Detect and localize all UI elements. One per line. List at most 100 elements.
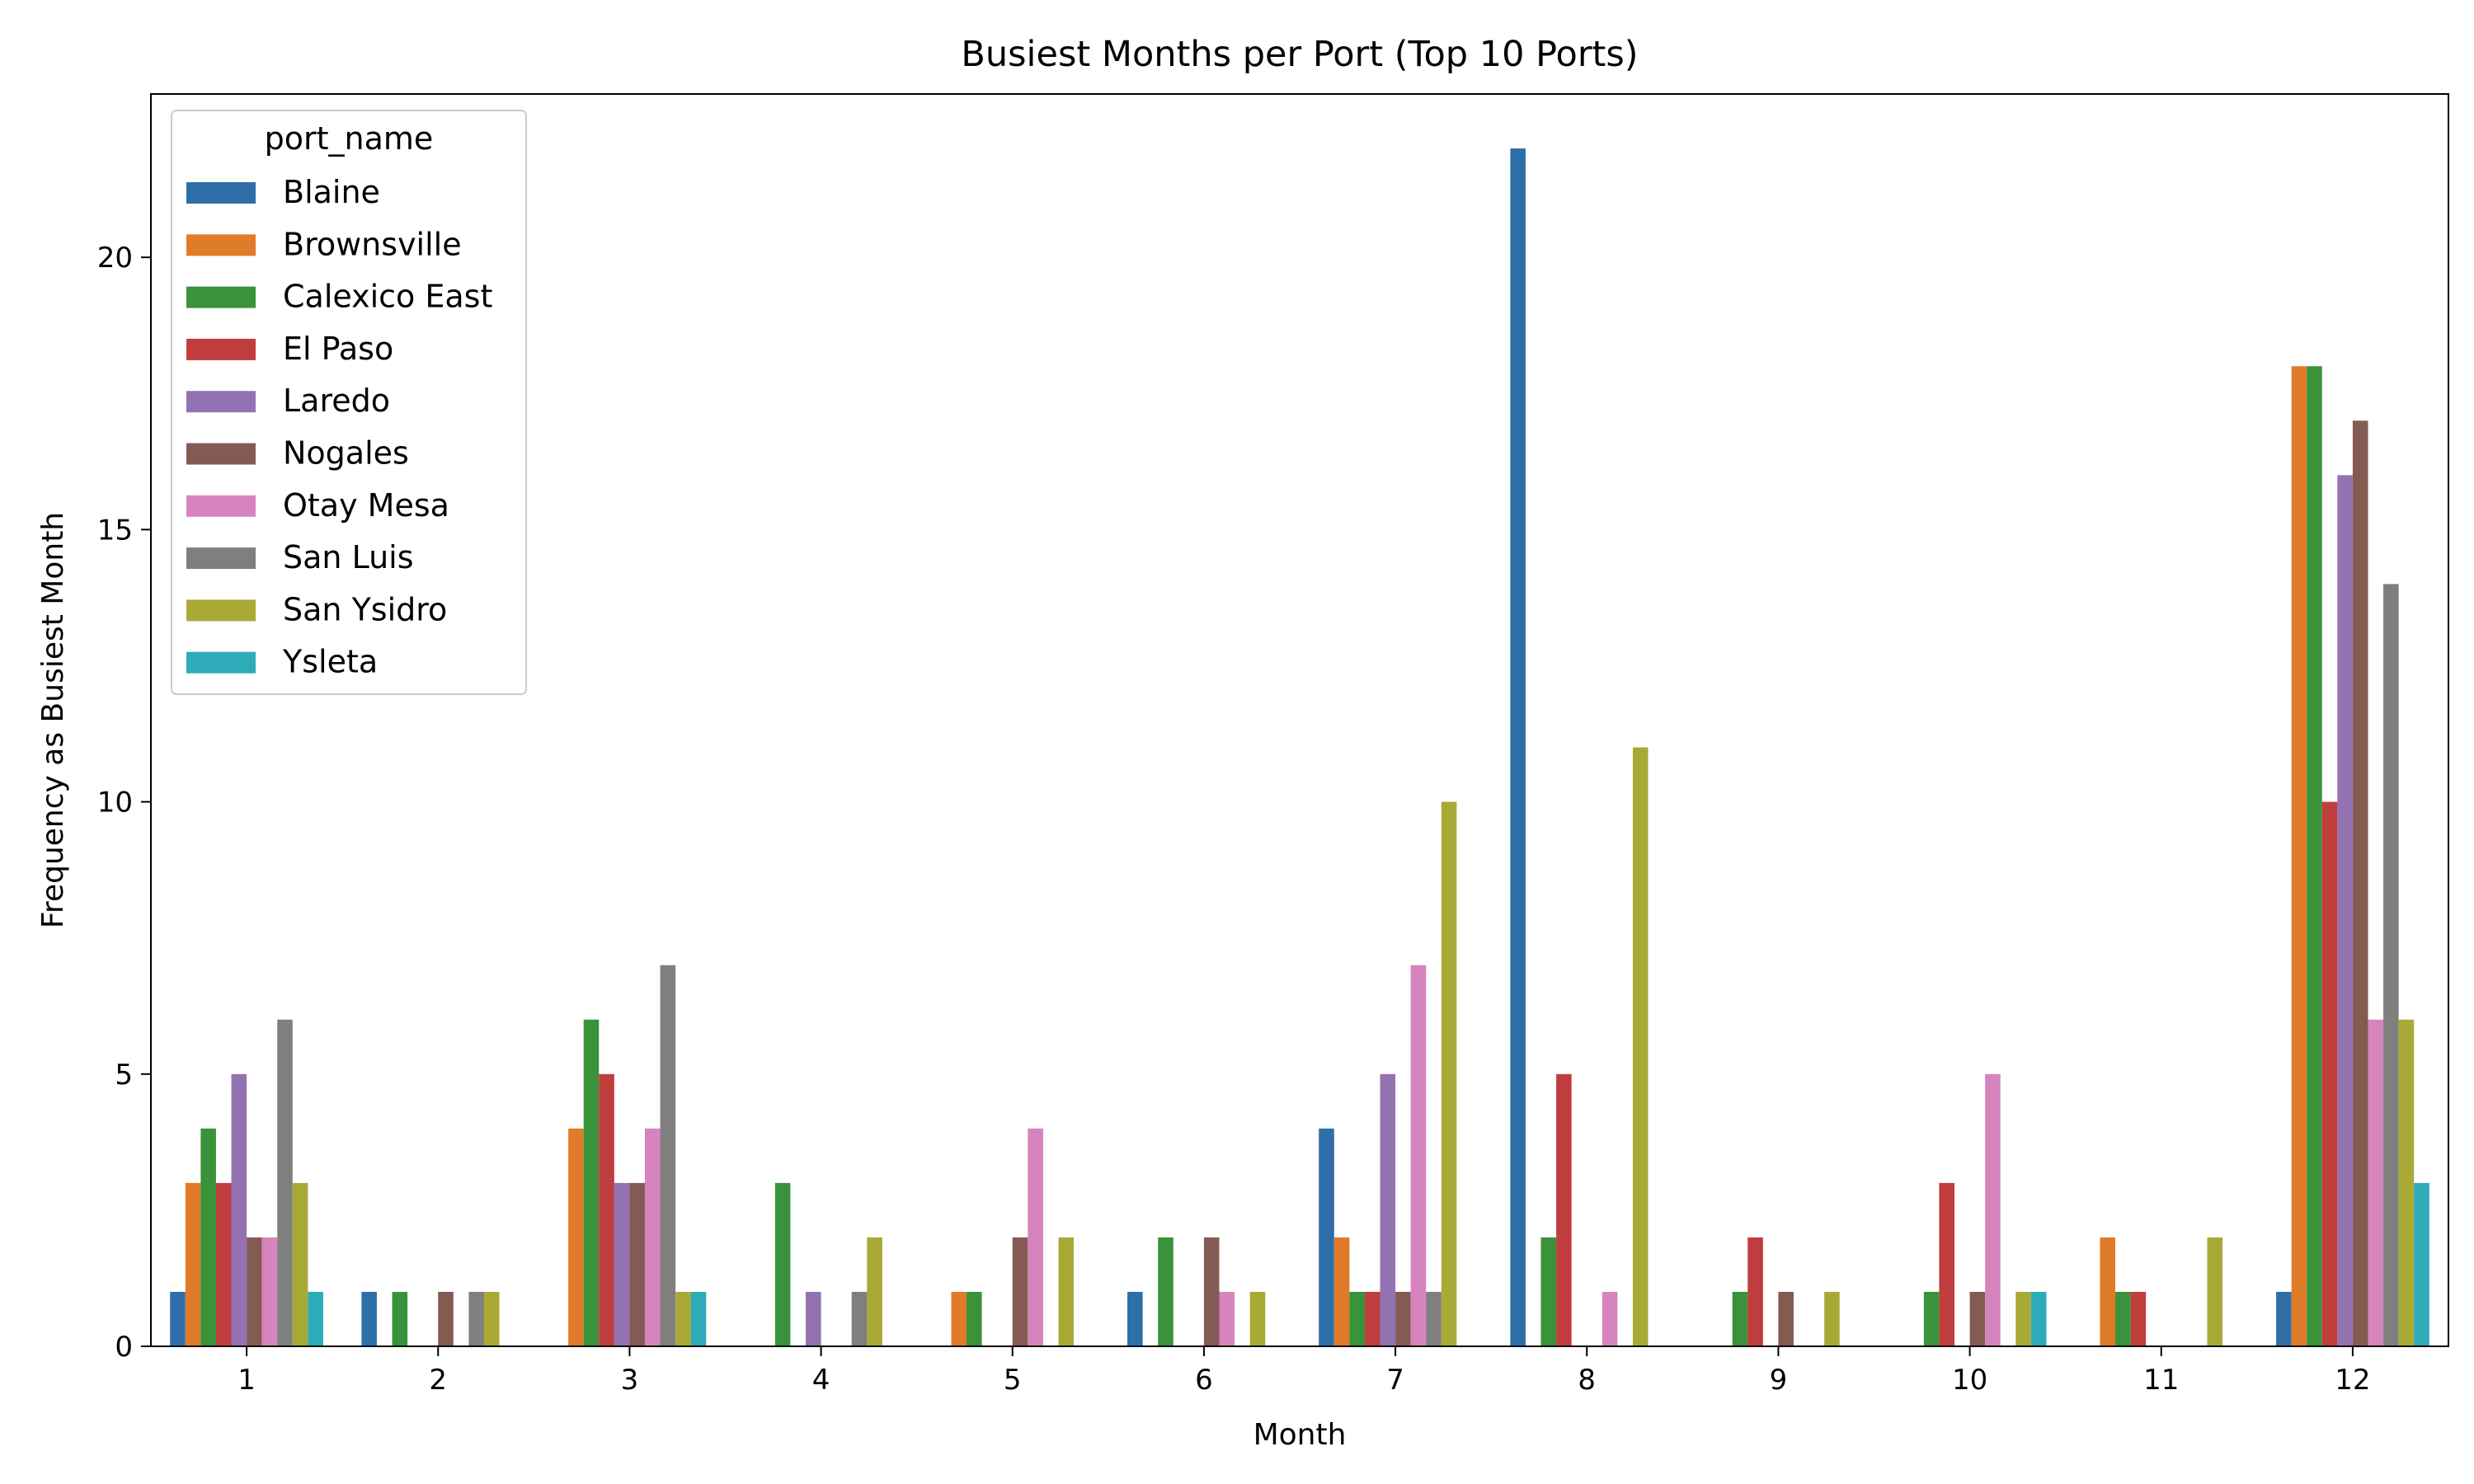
bar-brownsville-month-11 xyxy=(2100,1237,2116,1346)
bar-calexico-east-month-2 xyxy=(392,1291,408,1346)
bar-nogales-month-2 xyxy=(438,1291,454,1346)
bar-san-ysidro-month-4 xyxy=(867,1237,882,1346)
bar-calexico-east-month-5 xyxy=(967,1291,982,1346)
bar-ysleta-month-12 xyxy=(2414,1182,2429,1346)
bar-san-ysidro-month-1 xyxy=(292,1182,308,1346)
bar-el-paso-month-7 xyxy=(1364,1291,1380,1346)
bar-san-ysidro-month-5 xyxy=(1058,1237,1075,1346)
bar-calexico-east-month-8 xyxy=(1540,1237,1557,1346)
bar-blaine-month-2 xyxy=(361,1291,377,1346)
bar-san-luis-month-1 xyxy=(277,1019,293,1346)
bar-blaine-month-7 xyxy=(1319,1128,1334,1346)
bar-group xyxy=(170,148,2429,1347)
bar-san-luis-month-7 xyxy=(1426,1291,1442,1346)
bar-nogales-month-12 xyxy=(2352,420,2368,1346)
bar-calexico-east-month-6 xyxy=(1158,1237,1174,1346)
plot-frame xyxy=(150,93,2449,1347)
bar-ysleta-month-3 xyxy=(690,1291,707,1346)
bar-nogales-month-6 xyxy=(1203,1237,1220,1346)
x-tick-label: 5 xyxy=(1004,1364,1022,1397)
bar-brownsville-month-12 xyxy=(2291,366,2307,1346)
y-axis-label: Frequency as Busiest Month xyxy=(36,512,70,928)
bar-nogales-month-5 xyxy=(1012,1237,1028,1346)
bar-san-ysidro-month-9 xyxy=(1824,1291,1840,1346)
bar-otay-mesa-month-6 xyxy=(1219,1291,1235,1346)
x-tick-label: 6 xyxy=(1195,1364,1213,1397)
y-tick-label: 5 xyxy=(115,1059,133,1092)
x-tick-label: 12 xyxy=(2335,1364,2370,1397)
bar-laredo-month-3 xyxy=(614,1182,630,1346)
x-tick-label: 4 xyxy=(812,1364,830,1397)
legend-label-san-ysidro: San Ysidro xyxy=(283,591,447,627)
bar-ysleta-month-10 xyxy=(2030,1291,2047,1346)
legend-label-otay-mesa: Otay Mesa xyxy=(283,487,449,524)
legend-swatch-san-ysidro xyxy=(186,599,256,622)
legend-swatch-laredo xyxy=(186,391,256,413)
bar-el-paso-month-12 xyxy=(2321,801,2338,1346)
bar-blaine-month-1 xyxy=(170,1291,186,1346)
bar-el-paso-month-1 xyxy=(215,1182,232,1346)
bar-san-ysidro-month-2 xyxy=(483,1291,500,1346)
bar-otay-mesa-month-3 xyxy=(644,1128,661,1346)
bar-nogales-month-7 xyxy=(1395,1291,1411,1346)
legend-swatch-el-paso xyxy=(186,338,256,360)
bar-otay-mesa-month-7 xyxy=(1410,965,1427,1346)
bar-calexico-east-month-12 xyxy=(2307,366,2322,1346)
bar-otay-mesa-month-1 xyxy=(261,1237,278,1346)
legend-label-laredo: Laredo xyxy=(283,383,390,419)
bar-san-luis-month-2 xyxy=(468,1291,484,1346)
bar-san-ysidro-month-3 xyxy=(675,1291,691,1346)
bar-otay-mesa-month-8 xyxy=(1602,1291,1618,1346)
y-axis-ticks: 0 5 10 15 20 xyxy=(97,242,151,1364)
x-tick-label: 8 xyxy=(1578,1364,1596,1397)
bar-san-ysidro-month-6 xyxy=(1249,1291,1266,1346)
bar-el-paso-month-8 xyxy=(1556,1073,1572,1346)
bar-san-luis-month-3 xyxy=(660,965,676,1346)
legend-swatch-nogales xyxy=(186,443,256,465)
bar-laredo-month-4 xyxy=(806,1291,821,1346)
bar-el-paso-month-9 xyxy=(1747,1237,1763,1346)
bar-otay-mesa-month-10 xyxy=(1985,1073,2001,1346)
legend-swatch-calexico-east xyxy=(186,286,256,308)
legend-label-ysleta: Ysleta xyxy=(282,644,378,680)
bar-san-luis-month-4 xyxy=(851,1291,868,1346)
legend-swatch-blaine xyxy=(186,182,256,204)
bar-calexico-east-month-3 xyxy=(583,1019,600,1346)
bar-otay-mesa-month-12 xyxy=(2368,1019,2384,1346)
bar-nogales-month-3 xyxy=(629,1182,645,1346)
bar-el-paso-month-11 xyxy=(2130,1291,2147,1346)
bar-san-ysidro-month-10 xyxy=(2015,1291,2031,1346)
bar-san-ysidro-month-12 xyxy=(2398,1019,2415,1346)
legend-label-calexico-east: Calexico East xyxy=(283,279,492,315)
bar-blaine-month-8 xyxy=(1510,148,1526,1347)
y-tick-label: 10 xyxy=(97,787,133,819)
legend-label-brownsville: Brownsville xyxy=(283,226,462,262)
bar-laredo-month-1 xyxy=(231,1073,247,1346)
bar-san-ysidro-month-11 xyxy=(2207,1237,2223,1346)
legend-box xyxy=(171,110,527,695)
bar-ysleta-month-1 xyxy=(308,1291,323,1346)
x-tick-label: 2 xyxy=(429,1364,447,1397)
bar-brownsville-month-5 xyxy=(951,1291,967,1346)
bar-el-paso-month-3 xyxy=(599,1073,614,1346)
legend-swatch-ysleta xyxy=(186,651,256,674)
bar-brownsville-month-7 xyxy=(1333,1237,1350,1346)
x-tick-label: 3 xyxy=(621,1364,639,1397)
legend-label-nogales: Nogales xyxy=(283,435,409,472)
legend-items: Blaine Brownsville Calexico East El Paso Lar… xyxy=(186,174,492,680)
y-tick-label: 0 xyxy=(115,1331,133,1364)
x-tick-label: 7 xyxy=(1386,1364,1404,1397)
bar-calexico-east-month-4 xyxy=(774,1182,791,1346)
bar-blaine-month-6 xyxy=(1127,1291,1143,1346)
bar-nogales-month-9 xyxy=(1778,1291,1794,1346)
legend-swatch-brownsville xyxy=(186,234,256,256)
bar-nogales-month-1 xyxy=(247,1237,262,1346)
bar-san-ysidro-month-7 xyxy=(1441,801,1457,1346)
bar-laredo-month-7 xyxy=(1380,1073,1396,1346)
bar-nogales-month-10 xyxy=(1969,1291,1986,1346)
legend-label-blaine: Blaine xyxy=(283,174,380,210)
chart-title: Busiest Months per Port (Top 10 Ports) xyxy=(961,34,1638,75)
bar-calexico-east-month-11 xyxy=(2115,1291,2131,1346)
bar-calexico-east-month-7 xyxy=(1349,1291,1365,1346)
